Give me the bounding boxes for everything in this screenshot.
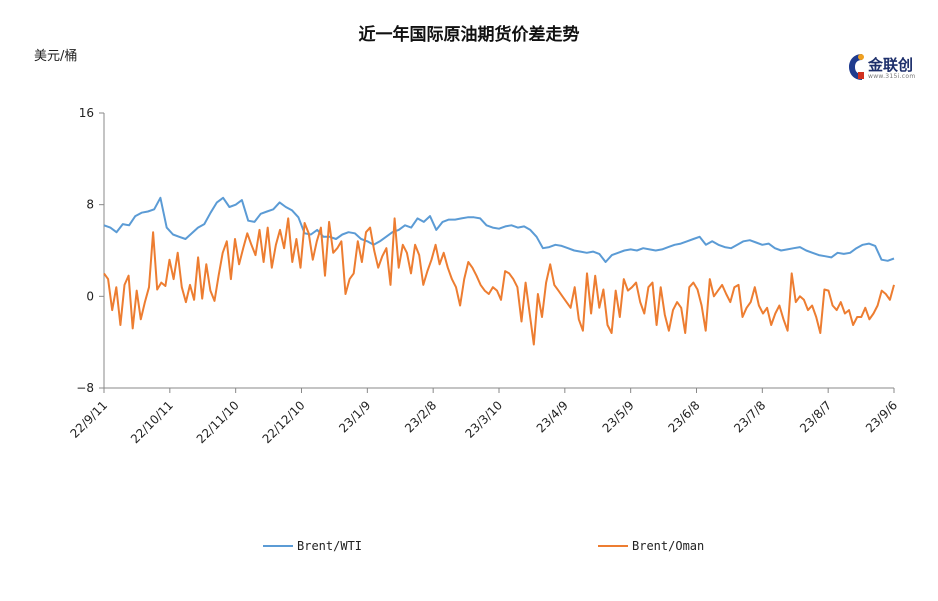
axes: 16 8 0 −8 22/9/11 22/10/11 22/11/10 22/12/10 23/… [68, 106, 901, 446]
x-tick-label: 23/9/6 [863, 398, 900, 435]
logo-text: 金联创 [868, 56, 914, 74]
y-axis-unit-label: 美元/桶 [34, 49, 78, 64]
x-tick-label: 23/1/9 [336, 398, 373, 435]
chart-title: 近一年国际原油期货价差走势 [358, 25, 580, 45]
x-tick-label: 22/9/11 [68, 398, 111, 441]
x-tick-label: 23/6/8 [665, 398, 702, 435]
x-tick-label: 22/11/10 [194, 398, 242, 446]
legend-label: Brent/WTI [297, 539, 362, 553]
logo-url: www.315i.com [868, 73, 916, 80]
y-tick-label: −8 [76, 381, 94, 395]
x-tick-label: 22/10/11 [128, 398, 176, 446]
series-line-brent-wti [103, 196, 895, 263]
logo-mark-icon [849, 54, 864, 80]
x-tick-label: 23/3/10 [463, 398, 506, 441]
series-layer [103, 196, 895, 346]
y-tick-label: 0 [86, 289, 94, 303]
x-tick-label: 22/12/10 [260, 398, 308, 446]
x-tick-label: 23/5/9 [600, 398, 637, 435]
x-tick-label: 23/4/9 [534, 398, 571, 435]
y-tick-label: 16 [79, 106, 94, 120]
legend: Brent/WTI Brent/Oman [263, 539, 704, 553]
legend-label: Brent/Oman [632, 539, 704, 553]
brand-logo: 金联创 www.315i.com [842, 50, 916, 86]
y-tick-label: 8 [86, 198, 94, 212]
x-tick-label: 23/8/7 [797, 398, 834, 435]
x-tick-label: 23/2/8 [402, 398, 439, 435]
x-tick-label: 23/7/8 [731, 398, 768, 435]
series-line-brent-oman [103, 217, 895, 346]
